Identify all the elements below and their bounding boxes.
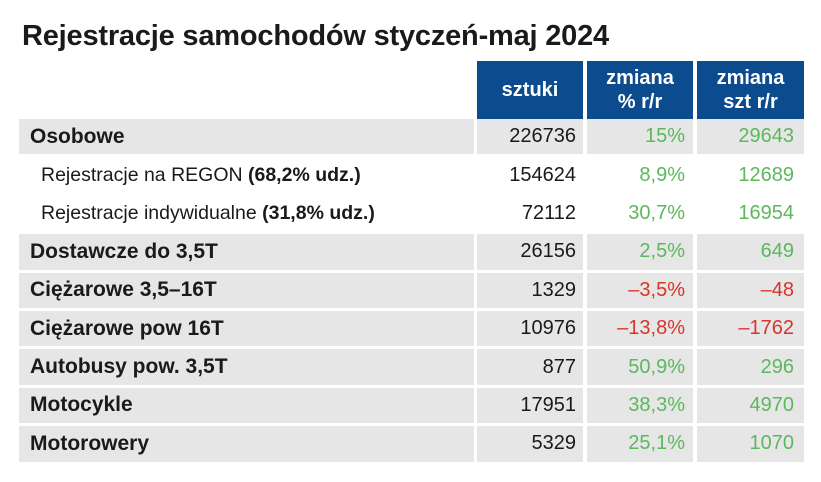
page-title: Rejestracje samochodów styczeń-maj 2024 <box>22 20 609 52</box>
cell-zmiana-szt: 649 <box>697 234 804 273</box>
row-label: Motocykle <box>19 387 474 427</box>
cell-sztuki: 26156 <box>477 234 583 273</box>
table-row: Ciężarowe 3,5–16T 1329 –3,5% –48 <box>19 272 804 311</box>
table-row: Motorowery 5329 25,1% 1070 <box>19 426 804 465</box>
table-row: Osobowe 226736 15% 29643 <box>19 119 804 158</box>
cell-zmiana-szt: 4970 <box>697 387 804 427</box>
table-row: Rejestracje indywidualne (31,8% udz.) 72… <box>19 196 804 235</box>
cell-zmiana-proc: 15% <box>587 119 693 158</box>
row-label-share: (68,2% udz.) <box>248 163 361 186</box>
column-header-zmiana-szt: zmiana szt r/r <box>697 61 804 119</box>
cell-sztuki: 226736 <box>477 119 583 158</box>
cell-sztuki: 1329 <box>477 272 583 311</box>
column-header-zmiana-proc-line2: % r/r <box>617 91 663 113</box>
cell-sztuki: 5329 <box>477 426 583 465</box>
row-label: Rejestracje na REGON (68,2% udz.) <box>19 157 474 196</box>
row-label: Ciężarowe pow 16T <box>19 310 474 350</box>
registration-table: Osobowe 226736 15% 29643 Rejestracje na … <box>19 119 804 465</box>
table-row: Rejestracje na REGON (68,2% udz.) 154624… <box>19 157 804 196</box>
row-label: Rejestracje indywidualne (31,8% udz.) <box>19 196 474 235</box>
table-row: Ciężarowe pow 16T 10976 –13,8% –1762 <box>19 310 804 350</box>
table-row: Dostawcze do 3,5T 26156 2,5% 649 <box>19 234 804 273</box>
cell-zmiana-proc: 50,9% <box>587 349 693 388</box>
row-label-share: (31,8% udz.) <box>262 201 375 224</box>
cell-sztuki: 877 <box>477 349 583 388</box>
cell-sztuki: 17951 <box>477 387 583 427</box>
row-label: Autobusy pow. 3,5T <box>19 349 474 388</box>
table-row: Motocykle 17951 38,3% 4970 <box>19 387 804 427</box>
row-label: Dostawcze do 3,5T <box>19 234 474 273</box>
column-header-zmiana-szt-line2: szt r/r <box>723 91 778 113</box>
column-header-sztuki-label: sztuki <box>501 79 559 101</box>
cell-sztuki: 72112 <box>477 196 583 235</box>
cell-zmiana-proc: 30,7% <box>587 196 693 235</box>
column-header-sztuki: sztuki <box>477 61 583 119</box>
row-label-text: Rejestracje na REGON <box>41 163 248 186</box>
row-label-text: Rejestracje indywidualne <box>41 201 263 224</box>
cell-zmiana-proc: 38,3% <box>587 387 693 427</box>
column-header-zmiana-proc: zmiana % r/r <box>587 61 693 119</box>
cell-zmiana-szt: –48 <box>697 272 804 311</box>
row-label: Osobowe <box>19 119 474 158</box>
cell-zmiana-proc: 25,1% <box>587 426 693 465</box>
row-label: Motorowery <box>19 426 474 465</box>
cell-zmiana-proc: –3,5% <box>587 272 693 311</box>
cell-zmiana-proc: 8,9% <box>587 157 693 196</box>
column-header-zmiana-szt-line1: zmiana <box>716 67 785 89</box>
cell-zmiana-proc: –13,8% <box>587 310 693 350</box>
cell-zmiana-szt: 12689 <box>697 157 804 196</box>
cell-zmiana-proc: 2,5% <box>587 234 693 273</box>
table-row: Autobusy pow. 3,5T 877 50,9% 296 <box>19 349 804 388</box>
cell-zmiana-szt: 1070 <box>697 426 804 465</box>
cell-sztuki: 154624 <box>477 157 583 196</box>
cell-sztuki: 10976 <box>477 310 583 350</box>
column-header-zmiana-proc-line1: zmiana <box>606 67 674 89</box>
cell-zmiana-szt: 296 <box>697 349 804 388</box>
cell-zmiana-szt: 16954 <box>697 196 804 235</box>
row-label: Ciężarowe 3,5–16T <box>19 272 474 311</box>
cell-zmiana-szt: 29643 <box>697 119 804 158</box>
cell-zmiana-szt: –1762 <box>697 310 804 350</box>
